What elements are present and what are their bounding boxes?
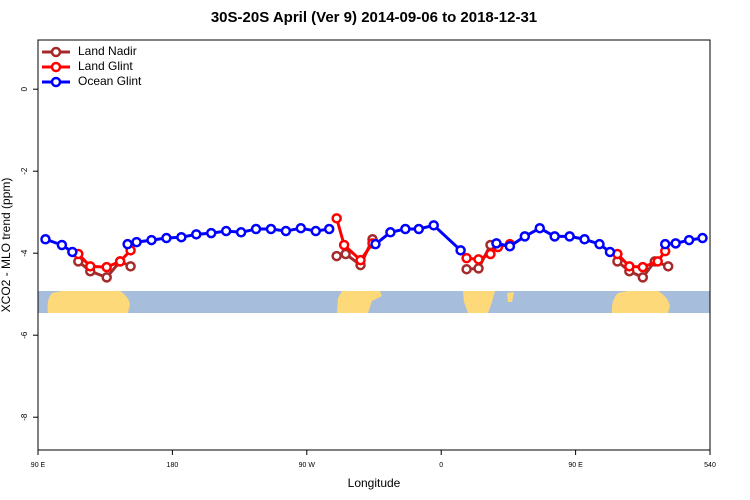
legend-label: Ocean Glint bbox=[78, 74, 142, 88]
data-point bbox=[594, 238, 605, 250]
data-point bbox=[40, 234, 51, 245]
data-point bbox=[355, 254, 366, 266]
y-tick-label: 0 bbox=[20, 86, 29, 91]
chart-title: 30S-20S April (Ver 9) 2014-09-06 to 2018… bbox=[211, 9, 537, 26]
data-point bbox=[295, 222, 307, 234]
data-point bbox=[455, 245, 466, 256]
data-point bbox=[624, 261, 635, 272]
data-point bbox=[67, 246, 78, 258]
data-point bbox=[428, 220, 439, 231]
data-point bbox=[637, 261, 649, 273]
y-tick-label: -8 bbox=[20, 413, 29, 421]
data-point bbox=[697, 232, 708, 244]
land-shape bbox=[47, 291, 130, 313]
data-point bbox=[146, 234, 157, 246]
data-point bbox=[220, 225, 232, 237]
x-tick-label: 90 E bbox=[31, 462, 46, 469]
data-point bbox=[564, 231, 575, 242]
data-point bbox=[235, 227, 247, 238]
x-tick-label: 0 bbox=[439, 462, 443, 469]
data-point bbox=[461, 252, 472, 264]
data-point bbox=[579, 234, 590, 245]
data-point bbox=[250, 223, 262, 235]
data-point bbox=[504, 240, 516, 252]
land-shape bbox=[507, 292, 514, 302]
data-point bbox=[161, 232, 172, 244]
data-point bbox=[549, 231, 560, 242]
data-point bbox=[413, 223, 425, 235]
data-point bbox=[56, 239, 68, 251]
data-point bbox=[176, 231, 187, 243]
data-point bbox=[205, 227, 217, 239]
data-point bbox=[519, 231, 531, 242]
data-point bbox=[683, 234, 695, 246]
x-tick-label: 90 W bbox=[299, 462, 316, 469]
data-point bbox=[265, 223, 277, 235]
data-point bbox=[473, 263, 484, 274]
land-shape bbox=[463, 291, 495, 313]
x-tick-label: 180 bbox=[167, 462, 179, 469]
data-point bbox=[534, 222, 546, 234]
data-point bbox=[659, 238, 671, 250]
data-point bbox=[461, 263, 472, 275]
land-shape bbox=[337, 291, 382, 313]
plot-frame bbox=[37, 39, 711, 451]
data-point bbox=[385, 227, 396, 238]
data-point bbox=[338, 239, 350, 251]
data-point bbox=[114, 256, 126, 267]
data-point bbox=[122, 238, 133, 250]
data-point bbox=[340, 248, 351, 260]
x-tick-label: 540 bbox=[704, 462, 716, 469]
y-tick-label: -4 bbox=[20, 249, 29, 257]
data-point bbox=[331, 213, 342, 224]
legend-marker bbox=[50, 76, 62, 88]
data-point bbox=[323, 223, 335, 235]
data-point bbox=[670, 238, 681, 249]
ocean-band bbox=[38, 291, 710, 313]
data-point bbox=[101, 261, 112, 273]
data-point bbox=[662, 261, 674, 272]
data-point bbox=[131, 236, 142, 248]
data-point bbox=[637, 272, 649, 283]
data-point bbox=[310, 225, 322, 237]
data-point bbox=[125, 261, 136, 272]
legend-marker bbox=[50, 61, 62, 73]
data-point bbox=[400, 223, 411, 235]
data-point bbox=[604, 246, 616, 258]
legend-marker bbox=[50, 46, 62, 58]
legend-label: Land Nadir bbox=[78, 44, 137, 58]
data-point bbox=[491, 238, 502, 249]
x-axis-label: Longitude bbox=[348, 476, 401, 490]
data-point bbox=[85, 261, 96, 272]
data-point bbox=[485, 248, 496, 260]
data-point bbox=[370, 238, 381, 250]
data-point bbox=[331, 250, 342, 262]
legend-label: Land Glint bbox=[78, 59, 133, 73]
x-tick-label: 90 E bbox=[568, 462, 583, 469]
y-tick-label: -2 bbox=[20, 167, 29, 175]
data-point bbox=[652, 256, 663, 267]
data-point bbox=[280, 225, 292, 237]
y-tick-label: -6 bbox=[20, 331, 29, 339]
data-point bbox=[473, 254, 484, 265]
map-strip bbox=[38, 291, 710, 313]
data-point bbox=[191, 229, 202, 240]
data-point bbox=[101, 272, 112, 283]
land-shape bbox=[611, 291, 670, 313]
y-axis-label: XCO2 - MLO trend (ppm) bbox=[0, 178, 13, 313]
